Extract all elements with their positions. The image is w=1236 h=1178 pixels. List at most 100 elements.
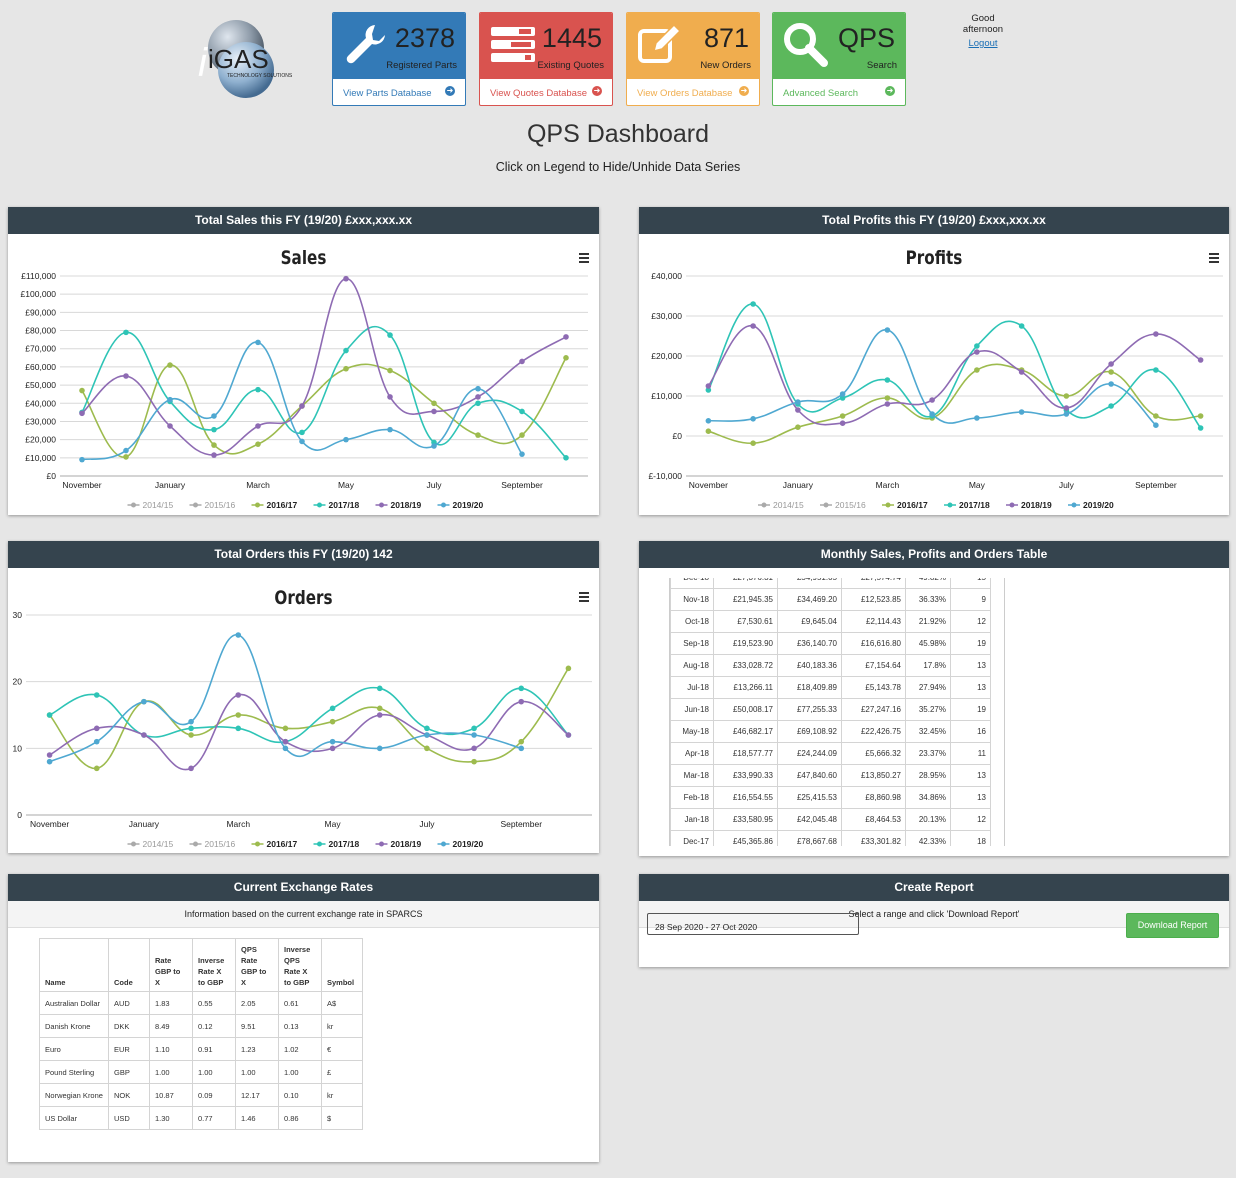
svg-text:2016/17: 2016/17 bbox=[267, 839, 298, 849]
data-point bbox=[1063, 411, 1070, 417]
legend-item[interactable]: 2016/17 bbox=[882, 500, 928, 510]
data-point bbox=[211, 426, 217, 433]
logout-link[interactable]: Logout bbox=[968, 38, 998, 49]
column-header: Code bbox=[108, 938, 150, 992]
y-tick-label: £40,000 bbox=[651, 271, 682, 281]
y-tick-label: £-10,000 bbox=[648, 471, 682, 481]
data-point bbox=[299, 429, 305, 436]
legend-item[interactable]: 2018/19 bbox=[375, 839, 422, 849]
svg-text:2015/16: 2015/16 bbox=[205, 839, 236, 849]
data-point bbox=[705, 418, 712, 424]
profits-panel-header: Total Profits this FY (19/20) £xxx,xxx.x… bbox=[639, 207, 1229, 234]
orders-chart-menu-icon[interactable] bbox=[579, 592, 589, 604]
data-point bbox=[795, 424, 801, 430]
data-point bbox=[475, 400, 481, 407]
orders-panel-header: Total Orders this FY (19/20) 142 bbox=[8, 541, 599, 568]
data-point bbox=[1108, 403, 1114, 409]
column-header: Inverse QPS Rate X to GBP bbox=[278, 938, 322, 992]
data-point bbox=[884, 395, 891, 401]
legend-item[interactable]: 2016/17 bbox=[251, 500, 298, 510]
data-point bbox=[884, 327, 891, 333]
data-point bbox=[750, 440, 756, 446]
legend-item[interactable]: 2015/16 bbox=[820, 500, 866, 510]
data-point bbox=[329, 705, 336, 712]
legend-item[interactable]: 2015/16 bbox=[189, 839, 236, 849]
logo-tagline: TECHNOLOGY SOLUTIONS bbox=[227, 73, 293, 79]
legend-item[interactable]: 2018/19 bbox=[1006, 500, 1052, 510]
x-tick-label: May bbox=[969, 480, 986, 490]
table-row: Jun-18 £50,008.17 £77,255.33 £27,247.16 35.2… bbox=[670, 698, 991, 721]
svg-text:2017/18: 2017/18 bbox=[329, 500, 360, 510]
legend-item[interactable]: 2014/15 bbox=[127, 500, 174, 510]
legend-item[interactable]: 2018/19 bbox=[375, 500, 422, 510]
column-header: Symbol bbox=[321, 938, 363, 992]
data-point bbox=[343, 347, 349, 354]
legend-item[interactable]: 2014/15 bbox=[758, 500, 804, 510]
search-title: QPS bbox=[837, 23, 895, 53]
legend-item[interactable]: 2017/18 bbox=[944, 500, 990, 510]
x-tick-label: September bbox=[1135, 480, 1177, 490]
view-parts-link[interactable]: View Parts Database ➜ bbox=[343, 86, 455, 99]
advanced-search-link[interactable]: Advanced Search ➜ bbox=[783, 86, 895, 99]
data-point bbox=[1018, 369, 1025, 375]
tasks-icon bbox=[491, 27, 535, 62]
data-point bbox=[46, 712, 53, 718]
data-point bbox=[299, 403, 305, 409]
exchange-info: Information based on the current exchang… bbox=[8, 901, 599, 928]
profits-panel: Total Profits this FY (19/20) £xxx,xxx.x… bbox=[639, 207, 1229, 515]
data-point bbox=[329, 738, 336, 745]
legend-item[interactable]: 2017/18 bbox=[313, 839, 360, 849]
view-orders-link[interactable]: View Orders Database ➜ bbox=[637, 86, 749, 99]
view-quotes-link[interactable]: View Quotes Database ➜ bbox=[490, 86, 602, 99]
legend-item[interactable]: 2016/17 bbox=[251, 839, 298, 849]
data-point bbox=[1197, 425, 1204, 431]
data-point bbox=[235, 725, 242, 732]
data-point bbox=[376, 685, 383, 692]
data-point bbox=[79, 387, 85, 394]
svg-text:2014/15: 2014/15 bbox=[143, 500, 174, 510]
data-point bbox=[471, 725, 477, 732]
data-point bbox=[974, 343, 980, 349]
data-point bbox=[255, 441, 261, 447]
x-tick-label: January bbox=[155, 480, 186, 490]
data-point bbox=[929, 411, 935, 417]
profits-chart-menu-icon[interactable] bbox=[1209, 253, 1219, 265]
data-point bbox=[387, 394, 393, 400]
legend-item[interactable]: 2019/20 bbox=[437, 500, 484, 510]
quotes-card[interactable]: View Quotes Database ➜ 1445 Existing Quot… bbox=[479, 12, 613, 106]
data-point bbox=[255, 423, 261, 429]
orders-chart-title: Orders bbox=[274, 587, 333, 609]
igas-logo: i iGAS TECHNOLOGY SOLUTIONS bbox=[192, 12, 316, 100]
y-tick-label: 10 bbox=[13, 743, 23, 753]
search-icon bbox=[784, 23, 828, 67]
data-point bbox=[519, 451, 525, 457]
orders-card[interactable]: View Orders Database ➜ 871 New Orders bbox=[626, 12, 760, 106]
data-point bbox=[424, 725, 430, 732]
data-point bbox=[123, 373, 129, 379]
sales-panel: Total Sales this FY (19/20) £xxx,xxx.xx … bbox=[8, 207, 599, 515]
data-point bbox=[431, 400, 437, 407]
svg-text:2019/20: 2019/20 bbox=[1083, 500, 1114, 510]
data-point bbox=[387, 332, 393, 338]
y-tick-label: £20,000 bbox=[25, 435, 56, 445]
data-point bbox=[424, 745, 430, 752]
parts-card[interactable]: View Parts Database ➜ 2378 Registered Par… bbox=[332, 12, 466, 106]
data-point bbox=[141, 732, 147, 738]
legend-item[interactable]: 2017/18 bbox=[313, 500, 360, 510]
legend-item[interactable]: 2015/16 bbox=[189, 500, 236, 510]
table-row: Feb-18 £16,554.55 £25,415.53 £8,860.98 34.86… bbox=[670, 786, 991, 809]
data-point bbox=[188, 718, 194, 725]
data-point bbox=[123, 454, 129, 460]
legend-item[interactable]: 2019/20 bbox=[437, 839, 484, 849]
report-panel: Create Report Select a range and click '… bbox=[639, 874, 1229, 967]
monthly-table-scroll[interactable]: Dec-18£27,376.31£54,951.05£27,574.7449.8… bbox=[669, 578, 1005, 846]
sales-chart-menu-icon[interactable] bbox=[579, 253, 589, 265]
data-point bbox=[839, 413, 846, 419]
legend-item[interactable]: 2019/20 bbox=[1068, 500, 1114, 510]
search-card[interactable]: Advanced Search ➜ QPS Search bbox=[772, 12, 906, 106]
y-tick-label: £70,000 bbox=[25, 344, 56, 354]
date-range-input[interactable]: 28 Sep 2020 - 27 Oct 2020 bbox=[647, 913, 859, 935]
download-report-button[interactable]: Download Report bbox=[1126, 913, 1219, 938]
data-point bbox=[795, 407, 801, 413]
legend-item[interactable]: 2014/15 bbox=[127, 839, 174, 849]
